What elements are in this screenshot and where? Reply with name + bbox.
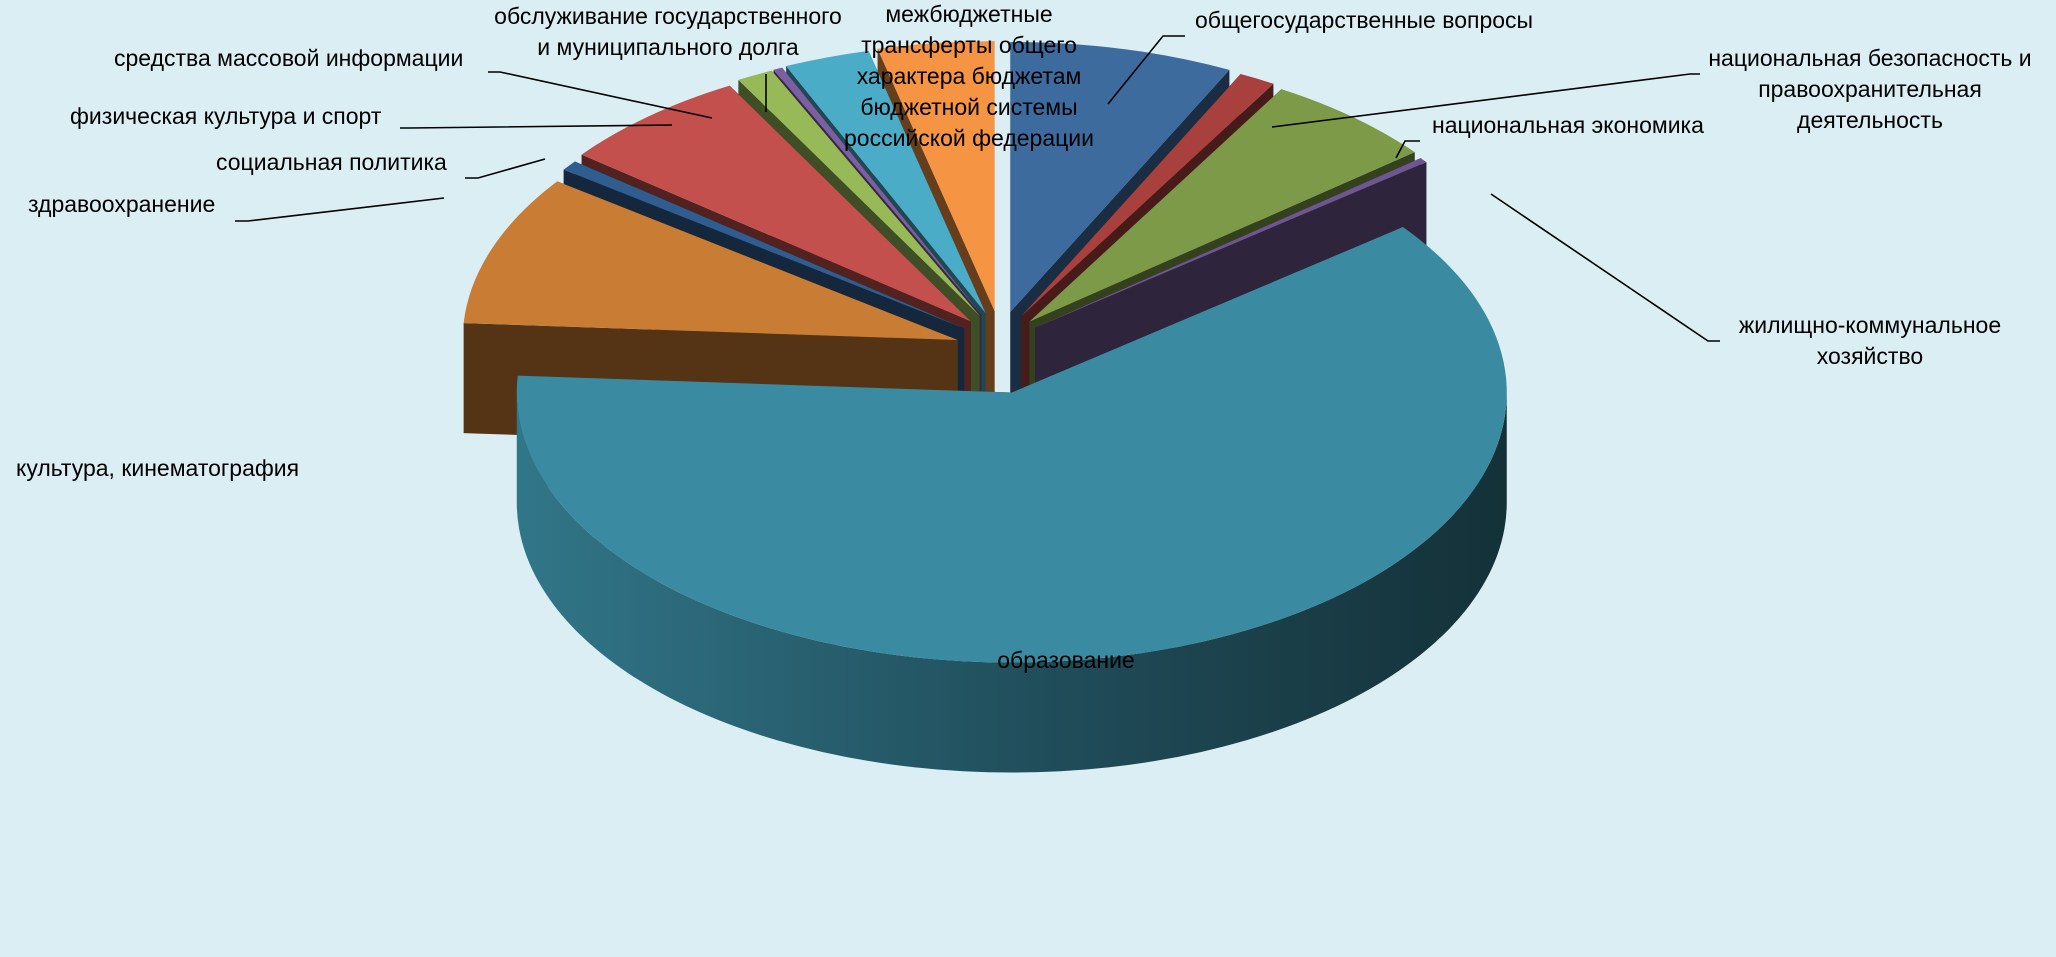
slice-label-line: социальная политика (216, 149, 447, 175)
slice-label-6: здравоохранение (28, 191, 215, 217)
slice-label-line: деятельность (1797, 107, 1943, 133)
slice-label-7: социальная политика (216, 149, 447, 175)
leader-line-8 (400, 124, 673, 129)
slice-7-top (581, 85, 971, 322)
slice-label-10: обслуживание государственного и муниципал… (494, 3, 842, 60)
slice-3-top (1035, 158, 1427, 328)
slice-label-line: здравоохранение (28, 191, 215, 217)
slice-label-line: жилищно-коммунальное (1739, 312, 2001, 338)
slice-label-1: национальная безопасность и правоохраните… (1708, 45, 2031, 133)
leader-line-6 (235, 197, 445, 222)
slice-label-line: национальная безопасность и (1708, 45, 2031, 71)
slice-5-top (463, 181, 958, 341)
slice-label-line: и муниципального долга (537, 34, 799, 60)
slice-label-line: образование (997, 647, 1134, 673)
slice-6-top (563, 161, 965, 329)
slice-2-top (1029, 89, 1415, 322)
slice-label-3: жилищно-коммунальное хозяйство (1739, 312, 2001, 369)
slice-label-line: трансферты общего (861, 32, 1077, 58)
slice-10-top (786, 50, 986, 314)
leader-line-3 (1490, 193, 1720, 342)
slice-label-line: физическая культура и спорт (70, 103, 382, 129)
slice-0-top (1010, 41, 1230, 312)
slice-label-line: межбюджетные (885, 1, 1052, 27)
leader-line-7 (465, 158, 546, 179)
slice-labels: общегосударственные вопросы национальная … (16, 1, 2032, 673)
slice-label-5: культура, кинематография (16, 455, 299, 481)
slice-label-4: образование (997, 647, 1134, 673)
pie-slices (463, 41, 1507, 773)
leader-line-9 (488, 71, 713, 119)
slice-11-top (877, 41, 995, 312)
slice-label-line: хозяйство (1817, 343, 1923, 369)
leader-line-1 (1271, 73, 1700, 128)
slice-4 (516, 227, 1507, 773)
slice-label-line: характера бюджетам (857, 63, 1082, 89)
slice-label-line: обслуживание государственного (494, 3, 842, 29)
slice-4-rim (516, 392, 1507, 773)
slice-label-line: правоохранительная (1758, 76, 1982, 102)
slice-label-9: средства массовой информации (114, 45, 463, 71)
slice-1-top (1021, 74, 1274, 317)
slice-label-0: общегосударственные вопросы (1195, 7, 1533, 33)
slice-label-8: физическая культура и спорт (70, 103, 382, 129)
slice-label-line: национальная экономика (1432, 112, 1704, 138)
leader-lines (235, 35, 1720, 342)
slice-label-line: средства массовой информации (114, 45, 463, 71)
slice-label-line: общегосударственные вопросы (1195, 7, 1533, 33)
leader-line-2 (1395, 140, 1420, 159)
slice-label-2: национальная экономика (1432, 112, 1704, 138)
slice-8-top (738, 70, 980, 316)
slice-label-11: межбюджетные трансферты общего характера б… (844, 1, 1094, 151)
slice-label-line: российской федерации (844, 125, 1094, 151)
leader-line-0 (1107, 35, 1185, 105)
slice-4-top (516, 227, 1507, 663)
slice-label-line: бюджетной системы (860, 94, 1077, 120)
slice-9-top (773, 67, 982, 315)
slice-label-line: культура, кинематография (16, 455, 299, 481)
